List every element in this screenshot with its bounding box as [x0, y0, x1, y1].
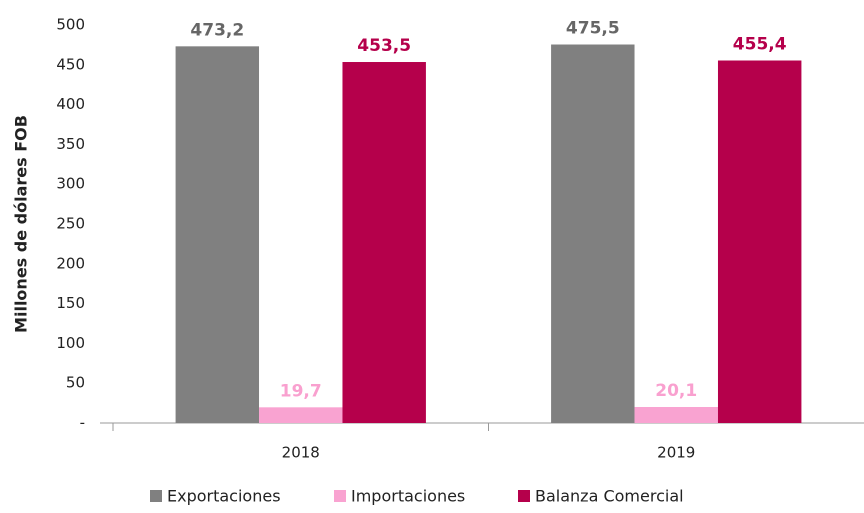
legend-swatch: [518, 490, 530, 502]
bar: [717, 60, 802, 424]
y-tick-label: 350: [56, 135, 85, 153]
bar: [551, 44, 635, 423]
bar: [259, 407, 343, 423]
y-tick-label: 300: [56, 175, 85, 193]
y-tick-label: 400: [56, 95, 85, 113]
y-axis-title: Millones de dólares FOB: [12, 115, 31, 333]
bar: [342, 62, 426, 423]
y-tick-label: 500: [56, 16, 85, 34]
legend-label: Importaciones: [351, 487, 465, 506]
legend-swatch: [334, 490, 346, 502]
y-tick-label: 250: [56, 215, 85, 233]
y-tick-label: 100: [56, 334, 85, 352]
legend-label: Exportaciones: [167, 487, 281, 506]
y-tick-label: 50: [66, 374, 85, 392]
x-tick-label: 2018: [282, 444, 320, 462]
data-label: 455,4: [733, 35, 787, 55]
y-tick-label: 150: [56, 294, 85, 312]
data-label: 453,5: [357, 36, 411, 56]
data-label: 473,2: [190, 20, 244, 40]
legend-label: Balanza Comercial: [535, 487, 684, 506]
data-label: 19,7: [280, 381, 322, 401]
y-tick-label: 450: [56, 55, 85, 73]
x-tick-label: 2019: [657, 444, 695, 462]
bar: [634, 407, 718, 423]
legend-swatch: [150, 490, 162, 502]
y-tick-label: 200: [56, 254, 85, 272]
data-label: 20,1: [655, 381, 697, 401]
y-tick-label: -: [80, 414, 85, 432]
bar: [175, 46, 260, 424]
data-label: 475,5: [566, 19, 620, 39]
